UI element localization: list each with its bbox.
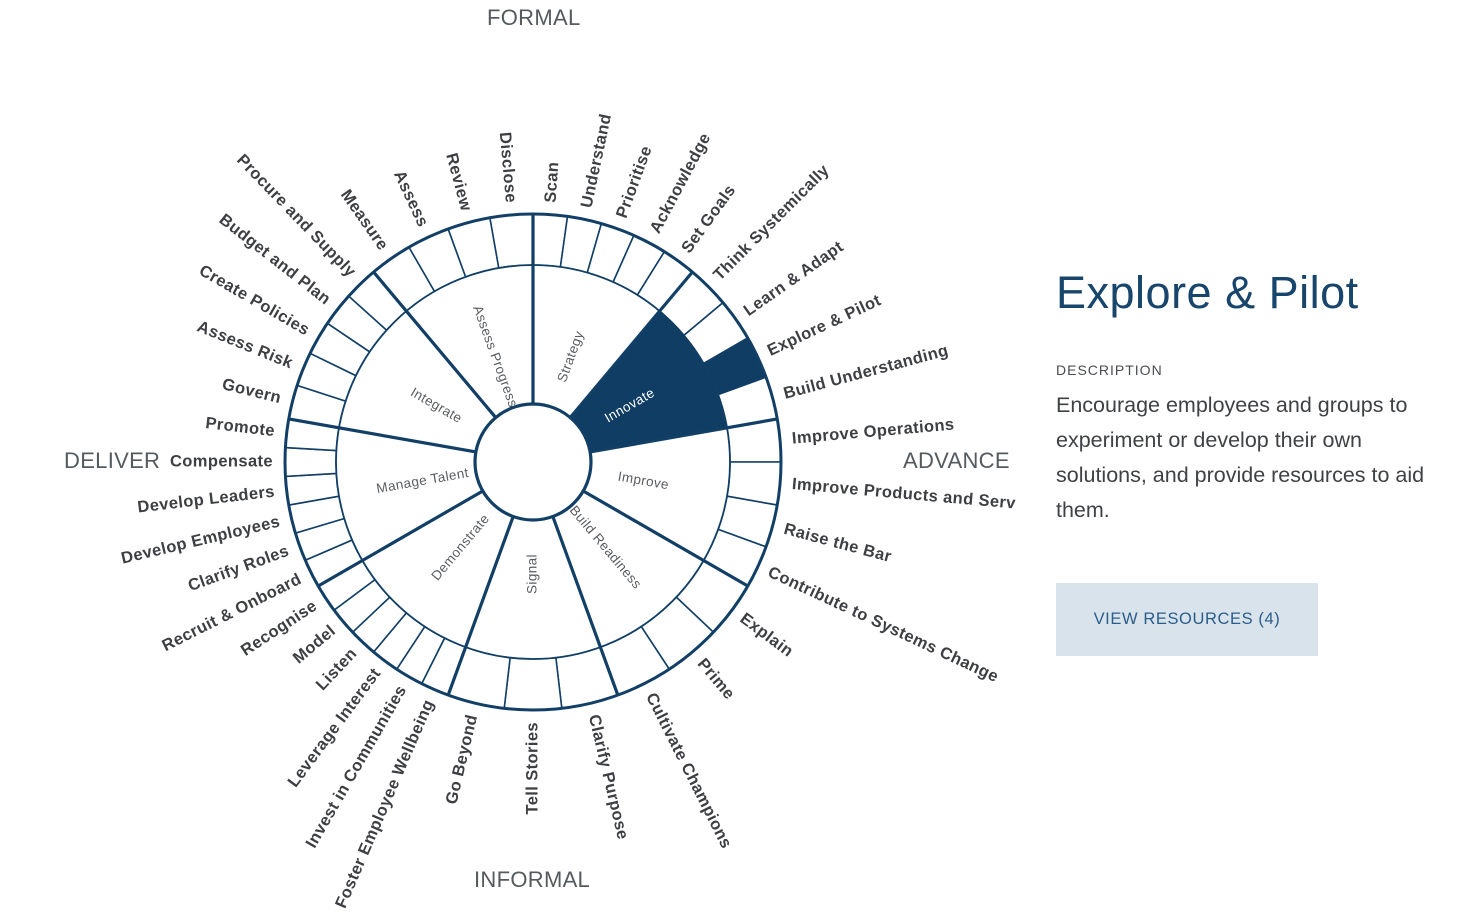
cell-label-disclose[interactable]: Disclose: [496, 131, 520, 203]
segment-divider: [317, 489, 484, 588]
segment-divider: [589, 417, 778, 454]
cell-label-tell-stories[interactable]: Tell Stories: [523, 722, 541, 815]
segment-assess-progress[interactable]: [406, 265, 533, 418]
wheel-segments: [336, 265, 730, 659]
cell-label-compensate[interactable]: Compensate: [170, 452, 273, 470]
segment-manage-talent[interactable]: [336, 427, 483, 561]
segment-divider: [551, 515, 620, 696]
detail-panel: Explore & Pilot DESCRIPTION Encourage em…: [1056, 264, 1436, 528]
segment-demonstrate[interactable]: [362, 491, 514, 648]
cell-label-prioritise[interactable]: Prioritise: [613, 143, 656, 220]
wheel-lines: [283, 212, 783, 712]
segment-signal[interactable]: [465, 516, 601, 659]
cell-label-scan[interactable]: Scan: [542, 161, 563, 203]
axis-label-deliver: DELIVER: [64, 448, 161, 473]
segment-build-readiness[interactable]: [552, 491, 704, 648]
cell-label-set-goals[interactable]: Set Goals: [678, 181, 739, 256]
segment-strategy[interactable]: [533, 265, 660, 418]
cell-label-improve-operations[interactable]: Improve Operations: [791, 416, 955, 448]
axis-label-informal: INFORMAL: [474, 867, 591, 892]
cell-label-review[interactable]: Review: [442, 151, 475, 213]
cell-label-improve-products-and-serv[interactable]: Improve Products and Serv: [791, 475, 1017, 513]
segment-divider: [372, 270, 497, 419]
description-text: Encourage employees and groups to experi…: [1056, 393, 1425, 522]
cell-label-procure-and-supply[interactable]: Procure and Supply: [233, 151, 360, 281]
segment-innovate[interactable]: [570, 311, 728, 452]
cell-label-contribute-to-systems-change[interactable]: Contribute to Systems Change: [765, 563, 1001, 686]
cell-label-clarify-purpose[interactable]: Clarify Purpose: [585, 713, 632, 842]
segment-label-signal: Signal: [525, 554, 540, 594]
cell-label-understand[interactable]: Understand: [578, 112, 616, 209]
cell-compensate[interactable]: [284, 446, 338, 478]
cell-label-raise-the-bar[interactable]: Raise the Bar: [782, 520, 894, 566]
cell-label-explain[interactable]: Explain: [737, 610, 797, 661]
cell-label-build-understanding[interactable]: Build Understanding: [782, 341, 951, 402]
wheel-center-circle: [473, 402, 593, 522]
cell-label-promote[interactable]: Promote: [205, 414, 276, 440]
segment-divider: [569, 270, 694, 419]
segment-improve[interactable]: [583, 427, 730, 561]
axis-label-formal: FORMAL: [487, 5, 581, 30]
segment-divider: [446, 515, 515, 696]
ring-outer-circle: [283, 212, 783, 712]
axis-label-advance: ADVANCE: [903, 448, 1010, 473]
cell-tell-stories[interactable]: [503, 656, 563, 711]
cell-label-govern[interactable]: Govern: [220, 375, 283, 407]
cell-label-measure[interactable]: Measure: [337, 186, 392, 253]
description-heading: DESCRIPTION: [1056, 362, 1163, 378]
segment-divider: [582, 489, 749, 588]
view-resources-button[interactable]: VIEW RESOURCES (4): [1056, 583, 1318, 656]
cell-label-develop-leaders[interactable]: Develop Leaders: [137, 483, 276, 517]
segment-integrate[interactable]: [338, 311, 496, 452]
ring-inner-circle: [335, 264, 731, 660]
cell-label-assess[interactable]: Assess: [390, 168, 432, 230]
cell-label-recruit-and-onboard[interactable]: Recruit & Onboard: [159, 570, 304, 655]
segment-divider: [288, 417, 477, 454]
cell-label-prime[interactable]: Prime: [694, 655, 739, 703]
cell-label-explore-and-pilot[interactable]: Explore & Pilot: [765, 291, 884, 359]
cell-label-cultivate-champions[interactable]: Cultivate Champions: [642, 690, 735, 852]
cell-label-go-beyond[interactable]: Go Beyond: [443, 713, 482, 806]
detail-title: Explore & Pilot: [1056, 267, 1359, 318]
